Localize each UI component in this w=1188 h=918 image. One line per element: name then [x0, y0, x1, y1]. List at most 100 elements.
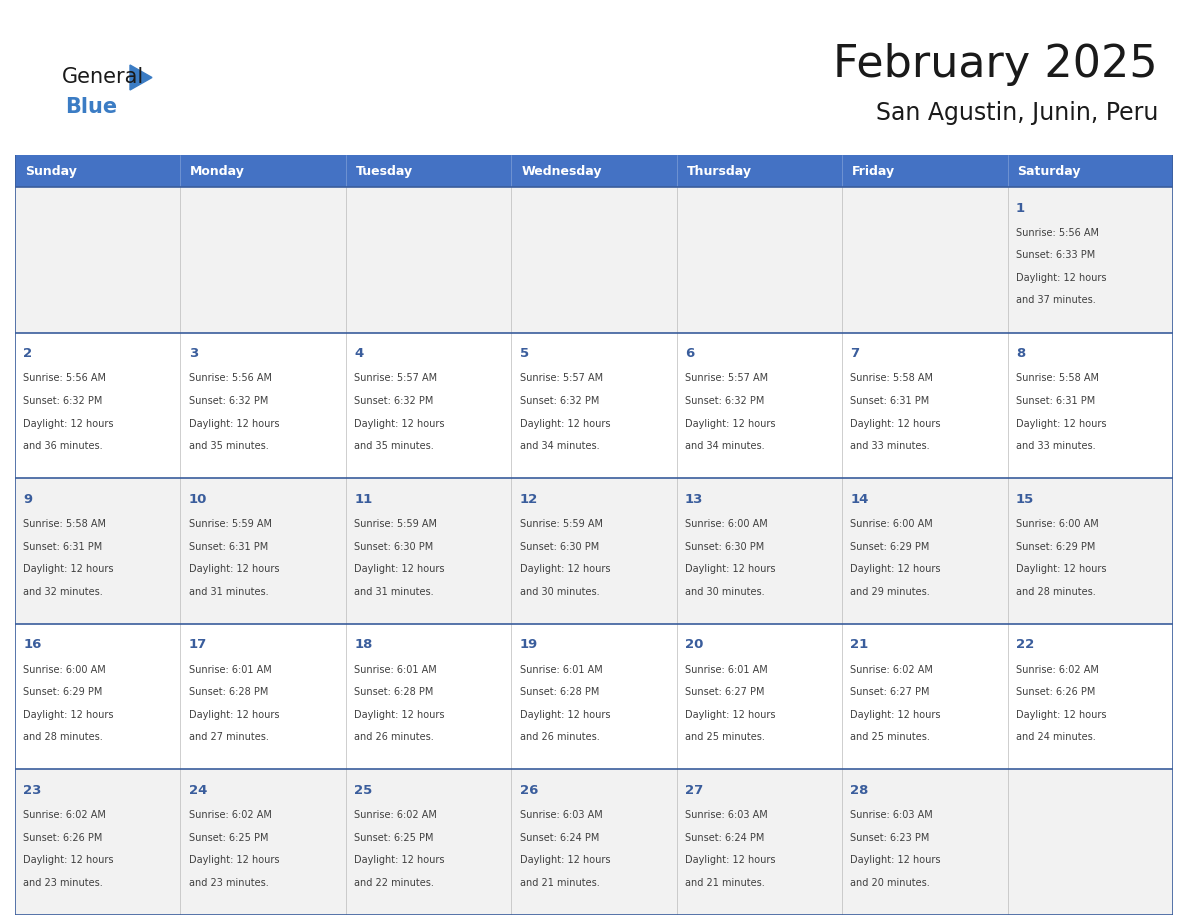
Text: Sunrise: 5:56 AM: Sunrise: 5:56 AM	[24, 374, 106, 384]
Text: 1: 1	[1016, 202, 1025, 215]
Text: 25: 25	[354, 784, 372, 797]
Bar	[15, 769, 1173, 915]
Text: Daylight: 12 hours: Daylight: 12 hours	[189, 710, 279, 720]
Text: Sunset: 6:26 PM: Sunset: 6:26 PM	[1016, 688, 1095, 697]
Text: Sunrise: 5:59 AM: Sunrise: 5:59 AM	[189, 519, 272, 529]
Text: and 23 minutes.: and 23 minutes.	[189, 878, 268, 888]
Text: Sunset: 6:25 PM: Sunset: 6:25 PM	[189, 833, 268, 843]
Text: 14: 14	[851, 493, 868, 506]
Text: Sunrise: 5:58 AM: Sunrise: 5:58 AM	[851, 374, 934, 384]
Text: Sunset: 6:32 PM: Sunset: 6:32 PM	[685, 396, 764, 406]
Bar	[15, 478, 1173, 624]
Text: and 35 minutes.: and 35 minutes.	[354, 441, 434, 451]
Text: 12: 12	[519, 493, 538, 506]
Text: February 2025: February 2025	[833, 43, 1158, 86]
Text: Daylight: 12 hours: Daylight: 12 hours	[1016, 564, 1106, 574]
Text: Daylight: 12 hours: Daylight: 12 hours	[24, 564, 114, 574]
Text: Daylight: 12 hours: Daylight: 12 hours	[189, 856, 279, 866]
Text: 6: 6	[685, 347, 694, 360]
Text: Sunrise: 5:56 AM: Sunrise: 5:56 AM	[189, 374, 272, 384]
Text: Sunset: 6:23 PM: Sunset: 6:23 PM	[851, 833, 930, 843]
Text: Sunset: 6:32 PM: Sunset: 6:32 PM	[189, 396, 268, 406]
Text: Sunset: 6:31 PM: Sunset: 6:31 PM	[1016, 396, 1095, 406]
Text: Sunrise: 5:57 AM: Sunrise: 5:57 AM	[354, 374, 437, 384]
Text: Sunrise: 6:03 AM: Sunrise: 6:03 AM	[519, 811, 602, 820]
Text: Daylight: 12 hours: Daylight: 12 hours	[1016, 273, 1106, 283]
Text: Sunrise: 6:02 AM: Sunrise: 6:02 AM	[354, 811, 437, 820]
Text: Sunrise: 5:59 AM: Sunrise: 5:59 AM	[354, 519, 437, 529]
Text: and 20 minutes.: and 20 minutes.	[851, 878, 930, 888]
Text: and 26 minutes.: and 26 minutes.	[354, 733, 434, 743]
Text: 10: 10	[189, 493, 207, 506]
Text: Daylight: 12 hours: Daylight: 12 hours	[685, 419, 776, 429]
Text: Daylight: 12 hours: Daylight: 12 hours	[519, 419, 611, 429]
Text: Sunrise: 6:02 AM: Sunrise: 6:02 AM	[1016, 665, 1099, 675]
Text: and 34 minutes.: and 34 minutes.	[519, 441, 599, 451]
Text: Sunrise: 6:01 AM: Sunrise: 6:01 AM	[189, 665, 271, 675]
Text: Sunrise: 6:02 AM: Sunrise: 6:02 AM	[851, 665, 934, 675]
Text: 21: 21	[851, 638, 868, 652]
Text: Daylight: 12 hours: Daylight: 12 hours	[354, 564, 444, 574]
Text: Sunrise: 6:00 AM: Sunrise: 6:00 AM	[851, 519, 933, 529]
Text: 11: 11	[354, 493, 372, 506]
Text: and 25 minutes.: and 25 minutes.	[851, 733, 930, 743]
Text: Sunset: 6:32 PM: Sunset: 6:32 PM	[519, 396, 599, 406]
Text: and 32 minutes.: and 32 minutes.	[24, 587, 103, 597]
Text: 8: 8	[1016, 347, 1025, 360]
Text: Sunrise: 6:00 AM: Sunrise: 6:00 AM	[685, 519, 767, 529]
Bar	[1007, 155, 1173, 187]
Text: Sunrise: 6:00 AM: Sunrise: 6:00 AM	[1016, 519, 1099, 529]
Text: and 21 minutes.: and 21 minutes.	[519, 878, 599, 888]
Text: and 23 minutes.: and 23 minutes.	[24, 878, 103, 888]
Text: and 30 minutes.: and 30 minutes.	[519, 587, 599, 597]
Text: and 24 minutes.: and 24 minutes.	[1016, 733, 1095, 743]
Text: and 22 minutes.: and 22 minutes.	[354, 878, 434, 888]
Text: Daylight: 12 hours: Daylight: 12 hours	[1016, 419, 1106, 429]
Text: Sunset: 6:28 PM: Sunset: 6:28 PM	[519, 688, 599, 697]
Text: Daylight: 12 hours: Daylight: 12 hours	[24, 856, 114, 866]
Text: Daylight: 12 hours: Daylight: 12 hours	[519, 856, 611, 866]
Bar	[842, 155, 1007, 187]
Text: Daylight: 12 hours: Daylight: 12 hours	[851, 419, 941, 429]
Text: 7: 7	[851, 347, 860, 360]
Text: 27: 27	[685, 784, 703, 797]
Bar	[677, 155, 842, 187]
Text: Sunset: 6:31 PM: Sunset: 6:31 PM	[851, 396, 930, 406]
Text: Sunrise: 6:02 AM: Sunrise: 6:02 AM	[24, 811, 106, 820]
Bar	[15, 187, 1173, 332]
Text: and 25 minutes.: and 25 minutes.	[685, 733, 765, 743]
Text: Daylight: 12 hours: Daylight: 12 hours	[24, 710, 114, 720]
Text: Sunset: 6:30 PM: Sunset: 6:30 PM	[354, 542, 434, 552]
Text: 20: 20	[685, 638, 703, 652]
Text: Sunrise: 5:57 AM: Sunrise: 5:57 AM	[685, 374, 769, 384]
Text: Saturday: Saturday	[1017, 164, 1081, 177]
Text: and 29 minutes.: and 29 minutes.	[851, 587, 930, 597]
Text: Sunset: 6:33 PM: Sunset: 6:33 PM	[1016, 251, 1095, 261]
Text: Sunset: 6:28 PM: Sunset: 6:28 PM	[354, 688, 434, 697]
Text: Sunday: Sunday	[25, 164, 77, 177]
Text: 18: 18	[354, 638, 373, 652]
Text: Thursday: Thursday	[687, 164, 752, 177]
Bar	[346, 155, 511, 187]
Text: and 31 minutes.: and 31 minutes.	[189, 587, 268, 597]
Text: Daylight: 12 hours: Daylight: 12 hours	[685, 710, 776, 720]
Text: 19: 19	[519, 638, 538, 652]
Text: Sunrise: 6:02 AM: Sunrise: 6:02 AM	[189, 811, 272, 820]
Text: Daylight: 12 hours: Daylight: 12 hours	[189, 564, 279, 574]
Text: Sunrise: 6:00 AM: Sunrise: 6:00 AM	[24, 665, 106, 675]
Text: Sunrise: 6:01 AM: Sunrise: 6:01 AM	[685, 665, 767, 675]
Text: Sunset: 6:25 PM: Sunset: 6:25 PM	[354, 833, 434, 843]
Text: Sunset: 6:32 PM: Sunset: 6:32 PM	[354, 396, 434, 406]
Text: and 31 minutes.: and 31 minutes.	[354, 587, 434, 597]
Text: Sunset: 6:29 PM: Sunset: 6:29 PM	[1016, 542, 1095, 552]
Text: Monday: Monday	[190, 164, 245, 177]
Text: Blue: Blue	[65, 97, 118, 117]
Text: 5: 5	[519, 347, 529, 360]
Text: 17: 17	[189, 638, 207, 652]
Text: Wednesday: Wednesday	[522, 164, 601, 177]
Text: Sunset: 6:29 PM: Sunset: 6:29 PM	[24, 688, 102, 697]
Text: 22: 22	[1016, 638, 1034, 652]
Text: and 21 minutes.: and 21 minutes.	[685, 878, 765, 888]
Text: 4: 4	[354, 347, 364, 360]
Text: Sunset: 6:27 PM: Sunset: 6:27 PM	[685, 688, 765, 697]
